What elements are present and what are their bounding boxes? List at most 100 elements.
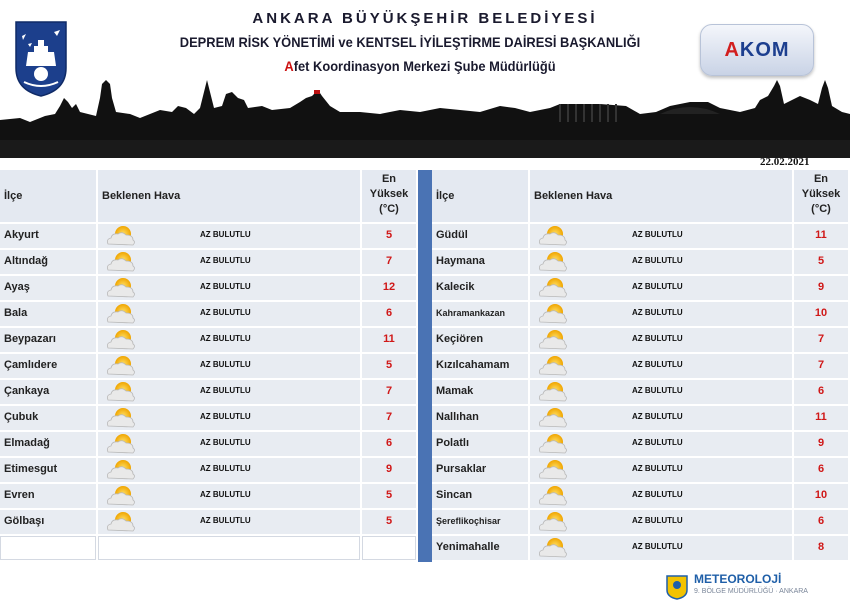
table-row: Beypazarı AZ BULUTLU 11: [0, 328, 418, 352]
weather-cell: AZ BULUTLU: [98, 276, 360, 300]
table-row: Haymana AZ BULUTLU 5: [432, 250, 850, 274]
sun-behind-cloud-icon: [104, 511, 138, 533]
table-row: Akyurt AZ BULUTLU 5: [0, 224, 418, 248]
table-row: Çubuk AZ BULUTLU 7: [0, 406, 418, 430]
district-name: Bala: [0, 302, 96, 326]
weather-cell: AZ BULUTLU: [530, 224, 792, 248]
district-name: Yenimahalle: [432, 536, 528, 560]
weather-label: AZ BULUTLU: [632, 464, 683, 473]
district-name: Çamlıdere: [0, 354, 96, 378]
sun-behind-cloud-icon: [536, 277, 570, 299]
district-name: Kalecik: [432, 276, 528, 300]
table-row: Altındağ AZ BULUTLU 7: [0, 250, 418, 274]
empty-cell: [362, 536, 416, 560]
max-temp-value: 11: [794, 406, 848, 430]
max-temp-value: 11: [362, 328, 416, 352]
sun-behind-cloud-icon: [104, 485, 138, 507]
sun-behind-cloud-icon: [104, 459, 138, 481]
district-name: Çubuk: [0, 406, 96, 430]
table-row: Etimesgut AZ BULUTLU 9: [0, 458, 418, 482]
table-row: Bala AZ BULUTLU 6: [0, 302, 418, 326]
weather-label: AZ BULUTLU: [632, 230, 683, 239]
district-name: Akyurt: [0, 224, 96, 248]
sun-behind-cloud-icon: [104, 355, 138, 377]
district-name: Pursaklar: [432, 458, 528, 482]
title-line-1: ANKARA BÜYÜKŞEHİR BELEDİYESİ: [252, 10, 598, 27]
district-name: Kahramankazan: [432, 302, 528, 326]
max-temp-value: 6: [362, 302, 416, 326]
header-weather: Beklenen Hava: [530, 170, 792, 222]
max-temp-value: 6: [794, 510, 848, 534]
district-name: Mamak: [432, 380, 528, 404]
table-row: Sincan AZ BULUTLU 10: [432, 484, 850, 508]
max-temp-value: 6: [794, 380, 848, 404]
sun-behind-cloud-icon: [104, 433, 138, 455]
weather-cell: AZ BULUTLU: [98, 458, 360, 482]
weather-cell: AZ BULUTLU: [530, 510, 792, 534]
district-name: Evren: [0, 484, 96, 508]
district-name: Şereflikoçhisar: [432, 510, 528, 534]
max-temp-value: 11: [794, 224, 848, 248]
weather-label: AZ BULUTLU: [632, 256, 683, 265]
weather-cell: AZ BULUTLU: [98, 354, 360, 378]
page-header: ANKARA ANKARA BÜYÜKŞEHİR BELEDİYESİ DEPR…: [0, 0, 850, 160]
weather-cell: AZ BULUTLU: [530, 484, 792, 508]
weather-cell: AZ BULUTLU: [530, 536, 792, 560]
max-temp-value: 12: [362, 276, 416, 300]
table-row: Yenimahalle AZ BULUTLU 8: [432, 536, 850, 560]
empty-cell: [0, 536, 96, 560]
district-name: Etimesgut: [0, 458, 96, 482]
weather-label: AZ BULUTLU: [200, 334, 251, 343]
weather-label: AZ BULUTLU: [200, 256, 251, 265]
max-temp-value: 7: [794, 354, 848, 378]
header-district: İlçe: [0, 170, 96, 222]
empty-cell: [98, 536, 360, 560]
weather-cell: AZ BULUTLU: [530, 276, 792, 300]
table-row: Polatlı AZ BULUTLU 9: [432, 432, 850, 456]
sun-behind-cloud-icon: [536, 225, 570, 247]
district-name: Ayaş: [0, 276, 96, 300]
weather-label: AZ BULUTLU: [200, 386, 251, 395]
sun-behind-cloud-icon: [104, 303, 138, 325]
akom-logo-initial: A: [724, 38, 740, 61]
title-line-3-rest: fet Koordinasyon Merkezi Şube Müdürlüğü: [293, 58, 556, 74]
max-temp-value: 5: [362, 484, 416, 508]
header-district: İlçe: [432, 170, 528, 222]
weather-cell: AZ BULUTLU: [98, 302, 360, 326]
weather-label: AZ BULUTLU: [200, 360, 251, 369]
weather-label: AZ BULUTLU: [632, 516, 683, 525]
weather-cell: AZ BULUTLU: [98, 224, 360, 248]
sun-behind-cloud-icon: [104, 277, 138, 299]
weather-cell: AZ BULUTLU: [530, 250, 792, 274]
table-row: Ayaş AZ BULUTLU 12: [0, 276, 418, 300]
district-name: Gölbaşı: [0, 510, 96, 534]
table-row: Güdül AZ BULUTLU 11: [432, 224, 850, 248]
weather-label: AZ BULUTLU: [200, 282, 251, 291]
table-row: Çankaya AZ BULUTLU 7: [0, 380, 418, 404]
district-name: Altındağ: [0, 250, 96, 274]
district-name: Nallıhan: [432, 406, 528, 430]
weather-cell: AZ BULUTLU: [98, 484, 360, 508]
sun-behind-cloud-icon: [536, 303, 570, 325]
sun-behind-cloud-icon: [104, 329, 138, 351]
max-temp-value: 7: [794, 328, 848, 352]
max-temp-value: 7: [362, 406, 416, 430]
weather-cell: AZ BULUTLU: [98, 432, 360, 456]
weather-label: AZ BULUTLU: [632, 490, 683, 499]
akom-logo: A KOM: [700, 24, 814, 76]
table-row: Pursaklar AZ BULUTLU 6: [432, 458, 850, 482]
weather-label: AZ BULUTLU: [200, 490, 251, 499]
weather-cell: AZ BULUTLU: [530, 380, 792, 404]
sun-behind-cloud-icon: [536, 407, 570, 429]
sun-behind-cloud-icon: [104, 381, 138, 403]
ankara-skyline-silhouette: [0, 80, 850, 158]
max-temp-value: 10: [794, 302, 848, 326]
district-name: Polatlı: [432, 432, 528, 456]
table-row: Nallıhan AZ BULUTLU 11: [432, 406, 850, 430]
sun-behind-cloud-icon: [104, 251, 138, 273]
logo-text: ANKARA: [24, 16, 58, 23]
report-date: 22.02.2021: [760, 156, 810, 168]
district-name: Elmadağ: [0, 432, 96, 456]
weather-label: AZ BULUTLU: [632, 360, 683, 369]
empty-row: [0, 536, 418, 560]
